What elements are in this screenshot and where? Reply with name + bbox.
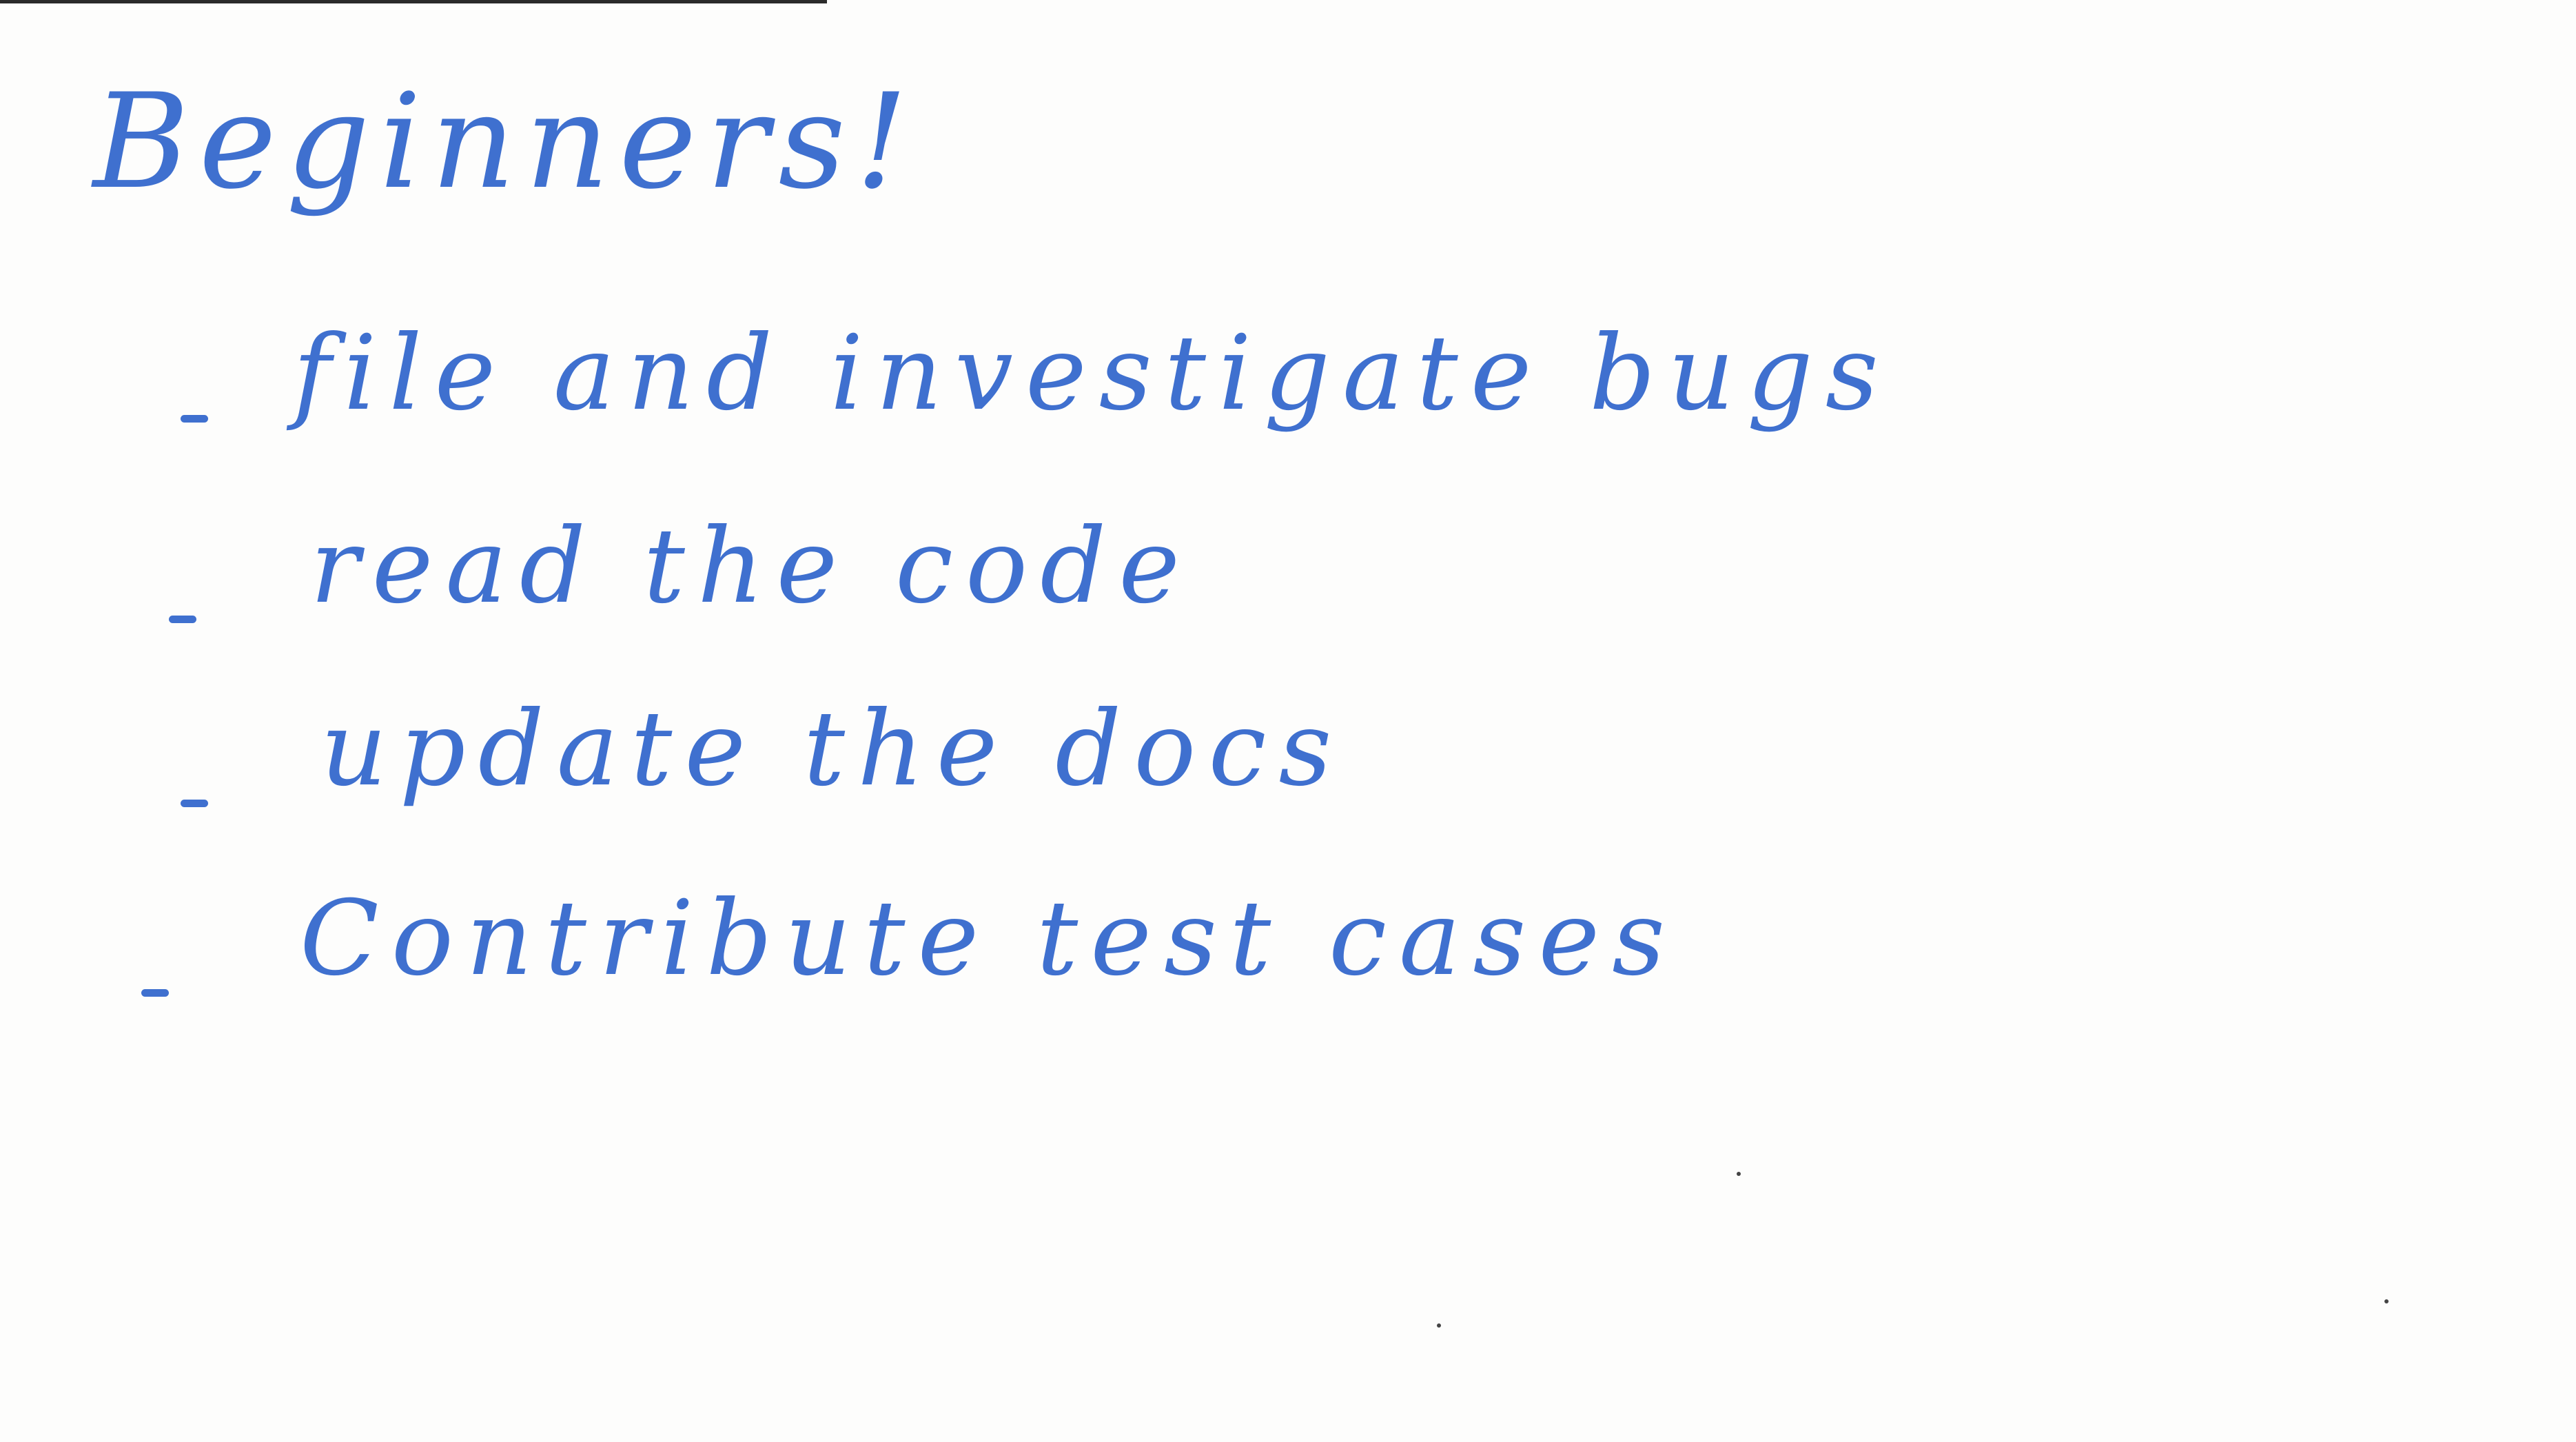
card-title: Beginners! [93,65,918,218]
bullet-dash [169,616,196,623]
scan-edge [0,0,827,3]
list-item-text: file and investigate bugs [293,314,1891,434]
bullet-dash [181,800,208,807]
bullet-dash [181,415,208,423]
list-item-text: update the docs [320,689,1345,809]
paper-speck [1737,1172,1741,1176]
bullet-dash [141,989,169,997]
paper-speck [2384,1299,2389,1303]
list-item-text: Contribute test cases [300,879,1678,999]
paper-speck [1437,1323,1441,1328]
list-item-text: read the code [310,507,1193,627]
